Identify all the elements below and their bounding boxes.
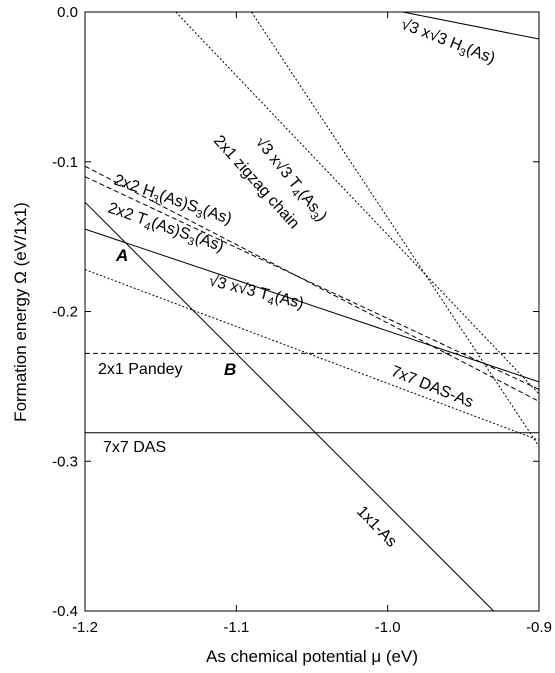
point-label-b: B xyxy=(224,360,236,379)
label-7x7-das: 7x7 DAS xyxy=(103,439,166,456)
series-line-1 xyxy=(251,11,540,447)
label-7x7-das-as: 7x7 DAS-As xyxy=(389,363,476,411)
series-line-6 xyxy=(84,269,540,441)
series-line-3 xyxy=(84,165,540,402)
x-tick-label-3: -0.9 xyxy=(526,619,552,636)
series-line-9 xyxy=(84,201,494,612)
label-sqrt3-t4as: √3 x√3 T4(As) xyxy=(206,272,305,315)
label-2x1-pandey: 2x1 Pandey xyxy=(98,361,183,378)
y-tick-label-4: -0.4 xyxy=(52,603,78,620)
y-tick-label-2: -0.2 xyxy=(52,304,78,321)
x-tick-label-0: -1.2 xyxy=(72,619,98,636)
y-tick-label-0: 0.0 xyxy=(57,4,78,21)
x-tick-label-2: -1.0 xyxy=(375,619,401,636)
y-tick-label-3: -0.3 xyxy=(52,453,78,470)
label-sqrt3-h3: √3 x√3 H3(As) xyxy=(397,16,497,70)
plot-frame xyxy=(84,11,540,612)
series-line-0 xyxy=(402,11,540,40)
series-lines xyxy=(84,11,540,612)
y-tick-label-1: -0.1 xyxy=(52,154,78,171)
series-line-2 xyxy=(175,11,540,395)
series-line-4 xyxy=(84,176,540,390)
y-axis-label: Formation energy Ω (eV/1x1) xyxy=(11,202,30,422)
point-label-a: A xyxy=(115,246,128,265)
series-line-5 xyxy=(84,228,540,383)
x-tick-label-1: -1.1 xyxy=(223,619,249,636)
x-axis-label: As chemical potential μ (eV) xyxy=(206,647,418,666)
axis-ticks: -1.2 -1.1 -1.0 -0.9 0.0 -0.1 -0.2 -0.3 -0.4 xyxy=(52,4,552,636)
